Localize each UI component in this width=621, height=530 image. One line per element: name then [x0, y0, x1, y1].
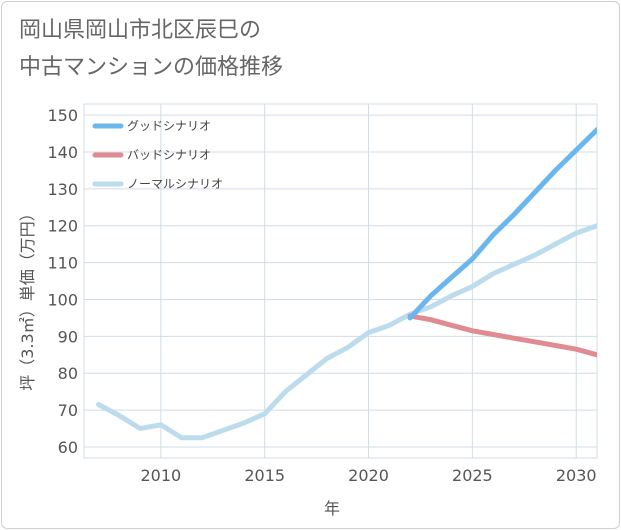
chart-title: 岡山県岡山市北区辰巳の 中古マンションの価格推移	[19, 12, 283, 86]
y-tick-label: 100	[47, 290, 78, 309]
x-tick-label: 2015	[244, 466, 285, 485]
y-tick-label: 70	[58, 401, 78, 420]
series-line-2	[407, 313, 597, 358]
y-tick-label: 120	[47, 217, 78, 236]
x-tick-label: 2020	[348, 466, 389, 485]
y-tick-label: 90	[58, 327, 78, 346]
plot-area	[83, 103, 598, 459]
y-axis-title: 坪（3.3㎡）単価（万円）	[18, 205, 37, 390]
x-tick-label: 2025	[452, 466, 493, 485]
y-tick-label: 80	[58, 364, 78, 383]
chart-title-line-2: 中古マンションの価格推移	[19, 55, 284, 80]
series-line-3	[96, 223, 597, 441]
y-tick-label: 110	[47, 254, 78, 273]
grid	[83, 103, 598, 459]
series-lines	[96, 127, 597, 441]
y-tick-label: 130	[47, 180, 78, 199]
x-tick-label: 2010	[140, 466, 181, 485]
y-tick-label: 140	[47, 143, 78, 162]
series-line-1	[407, 127, 597, 321]
legend-label: グッドシナリオ	[127, 119, 211, 133]
legend-label: バッドシナリオ	[127, 148, 211, 162]
y-tick-label: 150	[47, 106, 78, 125]
y-tick-label: 60	[58, 438, 78, 457]
chart-title-line-1: 岡山県岡山市北区辰巳の	[19, 18, 262, 43]
axis-ticks: 60 70 80 90 100 110 120 130 140 150 2010 2015 2020 20…	[47, 106, 596, 485]
legend-label: ノーマルシナリオ	[127, 177, 223, 191]
x-axis-title: 年	[324, 499, 340, 518]
x-tick-label: 2030	[556, 466, 597, 485]
